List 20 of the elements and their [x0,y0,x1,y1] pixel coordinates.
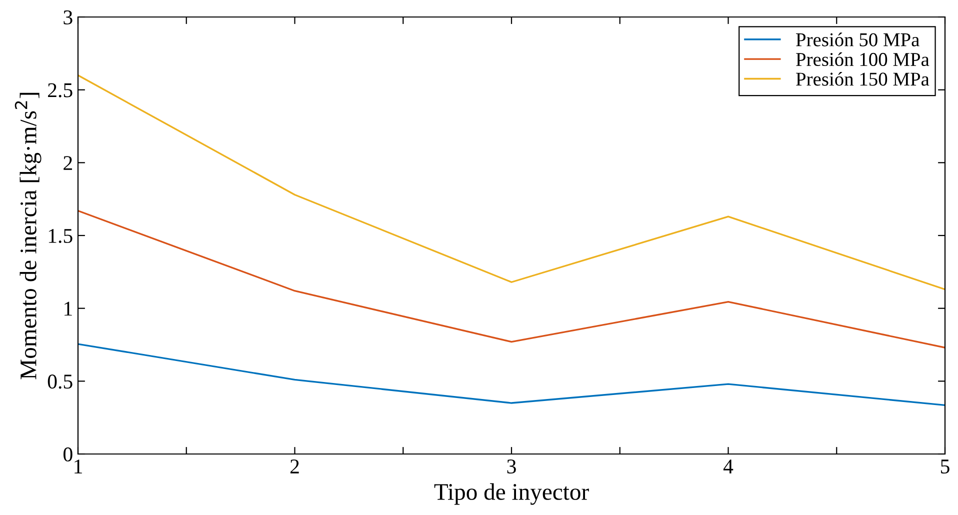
line-series [78,74,945,290]
legend-label: Presión 50 MPa [796,32,920,46]
y-tick-label: 1 [64,302,72,316]
y-tick-label: 1.5 [48,228,72,244]
x-tick-label: 3 [507,460,516,474]
line-series [78,210,945,348]
x-tick-label: 1 [74,460,82,474]
legend-label: Presión 150 MPa [796,72,930,86]
x-tick-label: 2 [290,460,299,474]
y-tick-label: 2 [64,156,72,170]
x-tick-label: 4 [723,460,734,474]
y-axis-title: Momento de inercia [kg·m/s$^{2}$] [14,92,42,380]
x-axis-title: Tipo de inyector [434,483,589,505]
y-tick-label: 0 [64,447,72,462]
legend-label: Presión 100 MPa [796,52,930,66]
x-tick-label: 5 [941,460,950,474]
y-tick-label: 3 [64,10,72,24]
y-tick-label: 0.5 [48,374,72,389]
line-series [78,343,945,406]
y-tick-label: 2.5 [48,83,72,98]
